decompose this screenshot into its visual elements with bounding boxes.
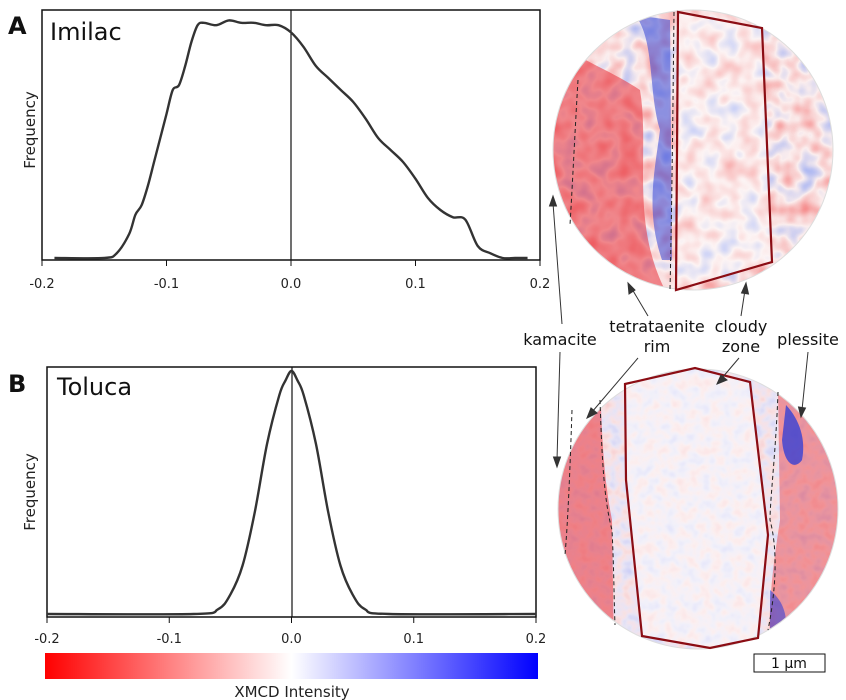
x-tick-label: -0.1 — [154, 277, 179, 292]
label-cloudy: cloudy — [715, 317, 768, 336]
xmcd-image-b — [557, 366, 839, 650]
label-rim: rim — [644, 337, 671, 356]
boundary-dash-a1 — [569, 79, 579, 226]
x-tick-label: 0.2 — [526, 632, 547, 647]
colorbar — [45, 653, 538, 679]
panel-b-x-ticks: -0.2 -0.1 0.0 0.1 0.2 — [34, 617, 546, 647]
panel-a-x-ticks: -0.2 -0.1 0.0 0.1 0.2 — [29, 260, 550, 292]
boundary-dash-b3 — [767, 391, 779, 631]
panel-a-ylabel: Frequency — [21, 91, 39, 169]
cloudy-zone-outline-b — [623, 366, 770, 650]
panel-a-curve — [54, 19, 528, 260]
panel-a-letter: A — [8, 12, 27, 40]
colorbar-label: XMCD Intensity — [234, 683, 349, 700]
x-tick-label: 0.2 — [530, 277, 551, 292]
scale-bar-label: 1 µm — [771, 656, 807, 672]
xmcd-image-a — [552, 9, 834, 292]
label-kamacite: kamacite — [523, 330, 597, 349]
panel-b-curve — [46, 369, 537, 616]
x-tick-label: 0.0 — [281, 632, 302, 647]
panel-b-ylabel: Frequency — [21, 453, 39, 531]
panel-a-title: Imilac — [50, 18, 122, 46]
panel-b-title: Toluca — [56, 373, 132, 401]
x-tick-label: -0.2 — [34, 632, 59, 647]
label-tetrataenite: tetrataenite — [609, 317, 704, 336]
x-tick-label: -0.1 — [157, 632, 182, 647]
annotation-arrows — [548, 194, 809, 469]
x-tick-label: -0.2 — [29, 277, 54, 292]
label-plessite: plessite — [777, 330, 839, 349]
x-tick-label: 0.1 — [405, 277, 426, 292]
x-tick-label: 0.0 — [281, 277, 302, 292]
cloudy-zone-outline-a — [674, 10, 774, 292]
boundary-dash-b2 — [599, 399, 616, 626]
panel-b-letter: B — [8, 370, 26, 398]
scale-bar — [753, 653, 826, 673]
label-zone: zone — [722, 337, 760, 356]
x-tick-label: 0.1 — [403, 632, 424, 647]
